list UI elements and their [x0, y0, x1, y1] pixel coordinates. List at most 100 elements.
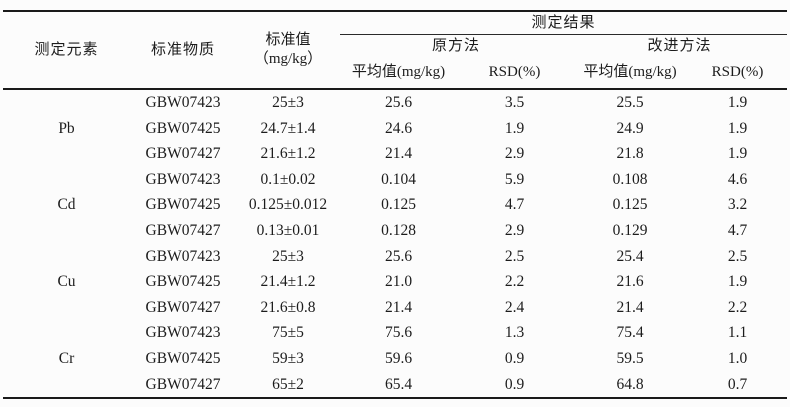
standard-value-cell: 25±3 [272, 94, 304, 112]
improved-mean-cell: 21.8 [616, 145, 644, 163]
col-header-mean-original: 平均值(mg/kg) [340, 57, 457, 90]
col-header-original-method: 原方法 [431, 37, 480, 54]
element-cell: Cd [57, 196, 76, 214]
original-mean-cell: 21.4 [384, 145, 413, 163]
improved-mean-cell: 75.4 [616, 324, 644, 342]
original-mean-cell: 0.125 [381, 196, 416, 214]
col-header-rsd-improved: RSD(%) [688, 57, 788, 90]
material-cell: GBW07427 [145, 298, 221, 316]
header-row-metrics: 平均值(mg/kg) RSD(%) 平均值(mg/kg) RSD(%) [3, 57, 788, 90]
col-header-mean-improved: 平均值(mg/kg) [572, 57, 688, 90]
material-cell: GBW07425 [145, 196, 221, 214]
improved-mean-cell: 24.9 [616, 119, 644, 137]
original-mean-cell: 75.6 [384, 324, 413, 342]
material-cell: GBW07427 [145, 375, 221, 393]
improved-mean-cell: 25.4 [616, 247, 644, 265]
header-row-group: 测定元素 标准物质 标准值 （mg/kg） 测定结果 [3, 11, 788, 90]
original-rsd-cell: 1.9 [504, 119, 525, 137]
material-cell: GBW07423 [145, 247, 221, 265]
element-cell: Cr [58, 350, 75, 368]
standard-value-cell: 21.6±0.8 [260, 298, 316, 316]
original-rsd-cell: 0.9 [504, 375, 525, 393]
table-row: GBW07425 24.7±1.4 24.6 1.9 24.9 1.9 [3, 116, 787, 142]
material-cell: GBW07425 [145, 273, 221, 291]
standard-value-cell: 0.13±0.01 [256, 222, 320, 240]
standard-value-cell: 75±5 [272, 324, 304, 342]
col-header-element: 测定元素 [3, 11, 130, 90]
original-rsd-cell: 5.9 [504, 170, 525, 188]
original-mean-cell: 25.6 [384, 94, 413, 112]
original-mean-cell: 59.6 [384, 350, 413, 368]
original-rsd-cell: 2.2 [504, 273, 525, 291]
original-rsd-cell: 2.4 [504, 298, 525, 316]
table-row: GBW07425 21.4±1.2 21.0 2.2 21.6 1.9 [3, 269, 787, 295]
improved-mean-cell: 21.4 [616, 298, 644, 316]
original-mean-cell: 21.4 [384, 298, 413, 316]
material-cell: GBW07427 [145, 145, 221, 163]
table-row: Pb GBW07423 25±3 25.6 3.5 25.5 1.9 [3, 89, 787, 137]
table-row: GBW07427 21.6±0.8 21.4 2.4 21.4 2.2 [3, 295, 787, 321]
standard-value-cell: 0.125±0.012 [248, 196, 328, 214]
results-table-body: Pb GBW07423 25±3 25.6 3.5 25.5 1.9 GBW07425 24.7… [3, 89, 787, 398]
improved-rsd-cell: 1.0 [727, 350, 748, 368]
standard-value-cell: 59±3 [272, 350, 304, 368]
improved-rsd-cell: 1.9 [727, 145, 748, 163]
original-mean-cell: 21.0 [384, 273, 413, 291]
results-table: 测定元素 标准物质 标准值 （mg/kg） 测定结果 原方法 改进方法 平均值(… [3, 10, 788, 400]
standard-value-cell: 21.4±1.2 [260, 273, 316, 291]
element-cell: Cu [57, 273, 76, 291]
improved-rsd-cell: 4.6 [727, 170, 748, 188]
improved-rsd-cell: 2.5 [727, 247, 748, 265]
material-cell: GBW07423 [145, 94, 221, 112]
improved-mean-cell: 0.129 [612, 222, 648, 240]
material-cell: GBW07425 [145, 119, 221, 137]
standard-value-label: 标准值 [265, 31, 311, 48]
improved-rsd-cell: 1.9 [727, 119, 748, 137]
material-cell: GBW07427 [145, 222, 221, 240]
improved-rsd-cell: 0.7 [727, 375, 748, 393]
improved-mean-cell: 59.5 [616, 350, 644, 368]
material-cell: GBW07423 [145, 170, 221, 188]
improved-rsd-cell: 3.2 [727, 196, 748, 214]
element-cell: Pb [58, 119, 75, 137]
improved-rsd-cell: 1.1 [727, 324, 748, 342]
original-rsd-cell: 0.9 [504, 350, 525, 368]
col-header-results: 测定结果 [340, 11, 788, 35]
original-mean-cell: 25.6 [384, 247, 413, 265]
original-mean-cell: 0.128 [381, 222, 416, 240]
col-header-improved-method: 改进方法 [647, 37, 712, 54]
material-cell: GBW07423 [145, 324, 221, 342]
improved-rsd-cell: 2.2 [727, 298, 748, 316]
original-mean-cell: 24.6 [384, 119, 413, 137]
improved-rsd-cell: 1.9 [727, 273, 748, 291]
original-rsd-cell: 2.5 [504, 247, 525, 265]
improved-mean-cell: 0.125 [612, 196, 648, 214]
standard-value-unit: （mg/kg） [253, 51, 323, 67]
table-row: GBW07427 21.6±1.2 21.4 2.9 21.8 1.9 [3, 141, 787, 167]
improved-mean-cell: 21.6 [616, 273, 644, 291]
col-header-standard-value: 标准值 （mg/kg） [236, 11, 340, 90]
table-row: GBW07427 0.13±0.01 0.128 2.9 0.129 4.7 [3, 218, 787, 244]
improved-mean-cell: 0.108 [612, 170, 648, 188]
material-cell: GBW07425 [145, 350, 221, 368]
standard-value-cell: 65±2 [272, 375, 304, 393]
original-rsd-cell: 2.9 [504, 222, 525, 240]
original-mean-cell: 0.104 [381, 170, 416, 188]
col-header-rsd-original: RSD(%) [457, 57, 572, 90]
col-header-material: 标准物质 [130, 11, 236, 90]
header-row-methods: 原方法 改进方法 [3, 35, 787, 58]
table-row: GBW07425 59±3 59.6 0.9 59.5 1.0 [3, 346, 787, 372]
results-table-header: 测定元素 标准物质 标准值 （mg/kg） 测定结果 原方法 改进方法 平均值(… [3, 11, 788, 90]
original-rsd-cell: 2.9 [504, 145, 525, 163]
standard-value-cell: 21.6±1.2 [260, 145, 316, 163]
improved-mean-cell: 64.8 [616, 375, 644, 393]
table-row: GBW07425 0.125±0.012 0.125 4.7 0.125 3.2 [3, 192, 787, 218]
improved-mean-cell: 25.5 [616, 94, 644, 112]
table-row: Cu GBW07423 25±3 25.6 2.5 25.4 2.5 [3, 244, 787, 291]
improved-rsd-cell: 1.9 [727, 94, 748, 112]
standard-value-cell: 24.7±1.4 [260, 119, 316, 137]
table-row: Cr GBW07423 75±5 75.6 1.3 75.4 1.1 [3, 320, 787, 367]
table-row: GBW07427 65±2 65.4 0.9 64.8 0.7 [3, 372, 787, 399]
improved-rsd-cell: 4.7 [727, 222, 748, 240]
original-mean-cell: 65.4 [384, 375, 413, 393]
